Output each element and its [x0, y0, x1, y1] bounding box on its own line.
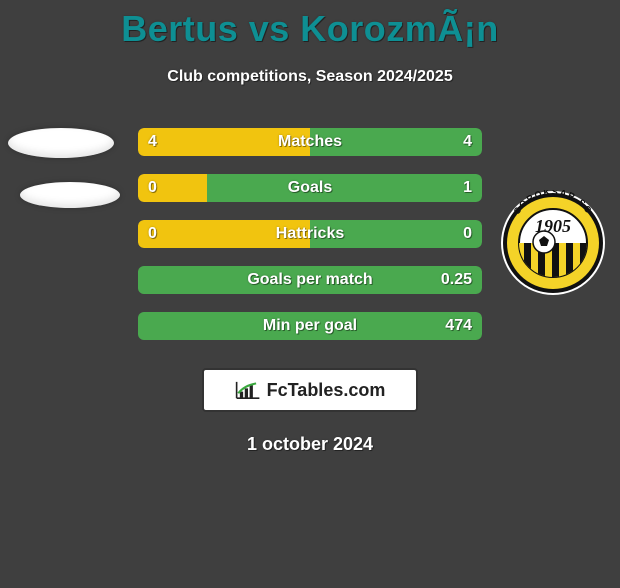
stat-row: 0 0 Hattricks — [138, 220, 482, 248]
ellipse-shape — [8, 128, 114, 158]
stat-row: 0 1 Goals — [138, 174, 482, 202]
stat-label: Matches — [278, 128, 342, 156]
stat-value-right: 1 — [463, 174, 472, 202]
stat-row: 4 4 Matches — [138, 128, 482, 156]
stat-label: Hattricks — [276, 220, 344, 248]
page-title: Bertus vs KorozmÃ¡n — [0, 8, 620, 50]
stat-row: 474 Min per goal — [138, 312, 482, 340]
stats-block: 4 4 Matches 0 1 Goals 0 0 Hattricks 0.25 Goals per… — [138, 128, 482, 340]
svg-text:1905: 1905 — [535, 216, 571, 236]
brand-text: FcTables.com — [267, 380, 386, 401]
stat-label: Goals per match — [247, 266, 372, 294]
stat-value-right: 4 — [463, 128, 472, 156]
stat-value-right: 474 — [445, 312, 472, 340]
date-text: 1 october 2024 — [0, 434, 620, 455]
stat-value-right: 0.25 — [441, 266, 472, 294]
stat-value-left: 0 — [148, 220, 157, 248]
stat-label: Goals — [288, 174, 332, 202]
brand-badge[interactable]: FcTables.com — [202, 368, 418, 412]
stat-value-left: 4 — [148, 128, 157, 156]
right-club-badge: 1905SOROKSÁR SC — [500, 190, 606, 301]
stat-value-right: 0 — [463, 220, 472, 248]
stat-label: Min per goal — [263, 312, 357, 340]
bar-right — [207, 174, 482, 202]
ellipse-shape — [20, 182, 120, 208]
left-player-logo — [8, 128, 128, 218]
stat-row: 0.25 Goals per match — [138, 266, 482, 294]
bar-chart-icon — [235, 379, 261, 401]
page-subtitle: Club competitions, Season 2024/2025 — [0, 68, 620, 86]
stat-value-left: 0 — [148, 174, 157, 202]
